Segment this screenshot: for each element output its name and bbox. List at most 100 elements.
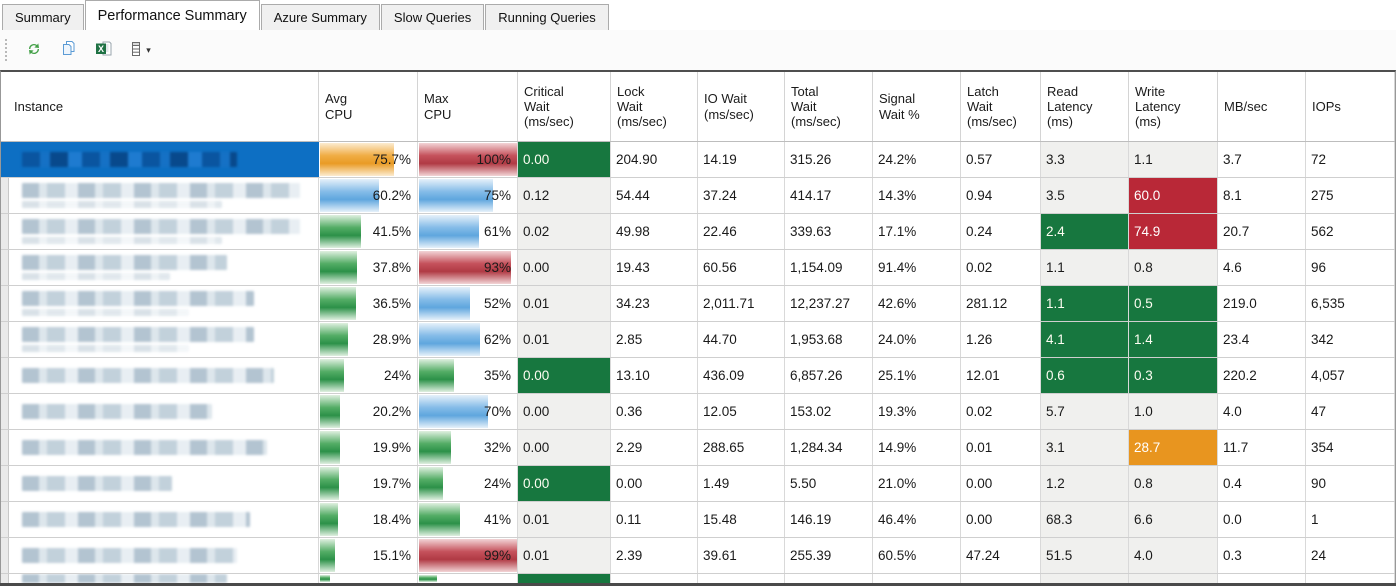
cell-iops: 47 (1306, 394, 1395, 429)
columns-icon (127, 40, 145, 61)
cpu-data-bar (320, 431, 340, 464)
table-row[interactable]: 19.7% 24% 0.00 0.00 1.49 5.50 21.0% 0.00 1.2 0.8 0… (1, 466, 1395, 502)
excel-icon: X (95, 40, 113, 61)
table-row[interactable] (1, 574, 1395, 583)
avg-cpu-cell: 37.8% (319, 250, 418, 285)
cpu-data-bar (419, 179, 494, 212)
avg-cpu-cell: 36.5% (319, 286, 418, 321)
cpu-value: 75.7% (372, 152, 411, 167)
tab-bar: Summary Performance Summary Azure Summary S… (0, 0, 1396, 30)
header-cell-max[interactable]: Max CPU (418, 72, 518, 141)
column-chooser-button[interactable]: ▾ (125, 37, 153, 63)
cell-latch: 0.00 (961, 502, 1041, 537)
cpu-value: 15.1% (372, 548, 411, 563)
instance-cell (9, 250, 319, 285)
row-gutter (1, 538, 9, 573)
redacted-instance-name (22, 183, 300, 198)
cell-total: 153.02 (785, 394, 873, 429)
table-row[interactable]: 37.8% 93% 0.00 19.43 60.56 1,154.09 91.4% 0.02 1… (1, 250, 1395, 286)
max-cpu-cell: 62% (418, 322, 518, 357)
table-row[interactable]: 28.9% 62% 0.01 2.85 44.70 1,953.68 24.0% 1.26 4.… (1, 322, 1395, 358)
header-cell-avg[interactable]: Avg CPU (319, 72, 418, 141)
table-row[interactable]: 18.4% 41% 0.01 0.11 15.48 146.19 46.4% 0.00 68.3… (1, 502, 1395, 538)
cell-latch: 0.00 (961, 466, 1041, 501)
header-cell-read[interactable]: Read Latency (ms) (1041, 72, 1129, 141)
cell-total: 5.50 (785, 466, 873, 501)
header-cell-iops[interactable]: IOPs (1306, 72, 1395, 141)
copy-button[interactable] (55, 37, 83, 63)
redacted-instance-subtext (22, 201, 222, 208)
redacted-instance-name (22, 512, 250, 527)
cell-iops: 6,535 (1306, 286, 1395, 321)
header-cell-write[interactable]: Write Latency (ms) (1129, 72, 1218, 141)
header-cell-io[interactable]: IO Wait (ms/sec) (698, 72, 785, 141)
table-row[interactable]: 41.5% 61% 0.02 49.98 22.46 339.63 17.1% 0.24 2.4… (1, 214, 1395, 250)
tab-running-queries[interactable]: Running Queries (485, 4, 609, 30)
cell-iops: 24 (1306, 538, 1395, 573)
table-row[interactable]: 15.1% 99% 0.01 2.39 39.61 255.39 60.5% 47.24 51.… (1, 538, 1395, 574)
cell-io: 2,011.71 (698, 286, 785, 321)
row-gutter (1, 394, 9, 429)
copy-icon (60, 40, 78, 61)
header-cell-signal[interactable]: Signal Wait % (873, 72, 961, 141)
header-cell-critical[interactable]: Critical Wait (ms/sec) (518, 72, 611, 141)
table-row[interactable]: 75.7% 100% 0.00 204.90 14.19 315.26 24.2% 0.57 3… (1, 142, 1395, 178)
cell-mb: 0.0 (1218, 502, 1306, 537)
table-row[interactable]: 24% 35% 0.00 13.10 436.09 6,857.26 25.1% 12.01 0… (1, 358, 1395, 394)
table-row[interactable]: 19.9% 32% 0.00 2.29 288.65 1,284.34 14.9% 0.01 3… (1, 430, 1395, 466)
tab-azure-summary[interactable]: Azure Summary (260, 4, 380, 30)
avg-cpu-cell: 18.4% (319, 502, 418, 537)
cell-signal: 21.0% (873, 466, 961, 501)
table-row[interactable]: 20.2% 70% 0.00 0.36 12.05 153.02 19.3% 0.02 5.7 1… (1, 394, 1395, 430)
cell-read (1041, 574, 1129, 583)
cpu-value: 36.5% (372, 296, 411, 311)
tab-summary[interactable]: Summary (2, 4, 84, 30)
cell-signal: 24.2% (873, 142, 961, 177)
cpu-data-bar (419, 323, 481, 356)
header-cell-instance[interactable]: Instance (1, 72, 319, 141)
cpu-value: 19.7% (372, 476, 411, 491)
cell-read: 51.5 (1041, 538, 1129, 573)
refresh-button[interactable] (20, 37, 48, 63)
cell-iops: 90 (1306, 466, 1395, 501)
table-row[interactable]: 36.5% 52% 0.01 34.23 2,011.71 12,237.27 42.6% 2… (1, 286, 1395, 322)
header-cell-total[interactable]: Total Wait (ms/sec) (785, 72, 873, 141)
cell-lock: 54.44 (611, 178, 698, 213)
redacted-instance-name (22, 255, 227, 270)
cell-io: 14.19 (698, 142, 785, 177)
cell-total: 1,284.34 (785, 430, 873, 465)
cell-iops: 1 (1306, 502, 1395, 537)
cell-signal: 24.0% (873, 322, 961, 357)
instance-cell (9, 142, 319, 177)
cpu-data-bar (419, 251, 512, 284)
cell-critical: 0.02 (518, 214, 611, 249)
cell-mb: 8.1 (1218, 178, 1306, 213)
cell-signal: 14.3% (873, 178, 961, 213)
cell-read: 1.2 (1041, 466, 1129, 501)
tab-performance-summary[interactable]: Performance Summary (84, 0, 260, 30)
export-excel-button[interactable]: X (90, 37, 118, 63)
max-cpu-cell (418, 574, 518, 583)
cell-lock: 0.11 (611, 502, 698, 537)
instance-cell (9, 466, 319, 501)
header-cell-latch[interactable]: Latch Wait (ms/sec) (961, 72, 1041, 141)
redacted-instance-name (22, 440, 267, 455)
max-cpu-cell: 93% (418, 250, 518, 285)
cell-iops: 562 (1306, 214, 1395, 249)
header-cell-lock[interactable]: Lock Wait (ms/sec) (611, 72, 698, 141)
cpu-value: 75% (483, 188, 511, 203)
table-row[interactable]: 60.2% 75% 0.12 54.44 37.24 414.17 14.3% 0.94 3.5… (1, 178, 1395, 214)
cpu-value: 52% (483, 296, 511, 311)
cell-mb: 3.7 (1218, 142, 1306, 177)
tab-slow-queries[interactable]: Slow Queries (380, 4, 485, 30)
cell-iops: 354 (1306, 430, 1395, 465)
header-cell-mb[interactable]: MB/sec (1218, 72, 1306, 141)
cpu-data-bar (419, 575, 437, 582)
cell-io: 44.70 (698, 322, 785, 357)
toolbar-grip-handle[interactable] (5, 39, 10, 61)
row-gutter (1, 358, 9, 393)
row-gutter (1, 286, 9, 321)
cell-read: 1.1 (1041, 286, 1129, 321)
cell-iops: 275 (1306, 178, 1395, 213)
